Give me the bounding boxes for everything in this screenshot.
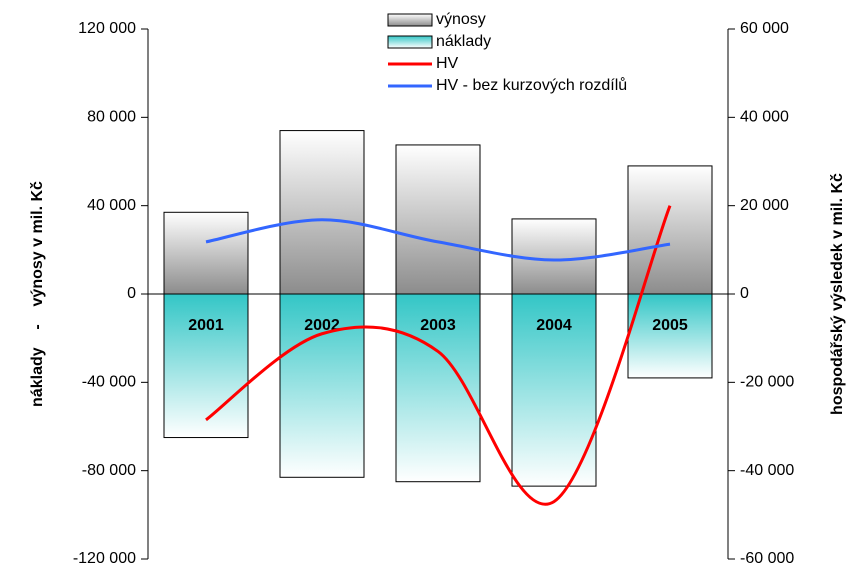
legend-label: výnosy <box>436 11 486 28</box>
legend-swatch <box>387 35 433 49</box>
legend-label: HV - bez kurzových rozdílů <box>436 76 627 94</box>
y2-tick-label: 0 <box>740 285 749 302</box>
y-tick-label: -40 000 <box>82 374 136 391</box>
x-tick-label: 2005 <box>652 317 688 334</box>
y2-tick-label: -60 000 <box>740 550 794 567</box>
bar <box>163 293 249 439</box>
line <box>205 218 671 262</box>
bar <box>395 144 481 295</box>
bar <box>163 211 249 295</box>
y-tick-label: 0 <box>127 285 136 302</box>
line <box>205 205 672 506</box>
x-tick-label: 2004 <box>536 317 572 334</box>
bar <box>627 293 713 379</box>
legend-swatch <box>387 13 433 27</box>
y-axis-label: náklady - výnosy v mil. Kč <box>29 181 46 407</box>
bar <box>279 293 365 478</box>
bar <box>279 130 365 295</box>
y2-tick-label: 60 000 <box>740 20 789 37</box>
y2-tick-label: -40 000 <box>740 462 794 479</box>
x-tick-label: 2003 <box>420 317 456 334</box>
y2-tick-label: 20 000 <box>740 197 789 214</box>
x-tick-label: 2001 <box>188 317 224 334</box>
y-tick-label: -80 000 <box>82 462 136 479</box>
legend-label: náklady <box>436 33 491 50</box>
bar <box>511 293 597 487</box>
y-tick-label: 40 000 <box>87 197 136 214</box>
y-tick-label: -120 000 <box>73 550 136 567</box>
bar <box>627 165 713 295</box>
y2-axis-label: hospodářský výsledek v mil. Kč <box>829 173 846 415</box>
y2-tick-label: 40 000 <box>740 109 789 126</box>
y2-tick-label: -20 000 <box>740 374 794 391</box>
y-tick-label: 80 000 <box>87 109 136 126</box>
y-tick-label: 120 000 <box>78 20 136 37</box>
legend-label: HV <box>436 55 459 72</box>
